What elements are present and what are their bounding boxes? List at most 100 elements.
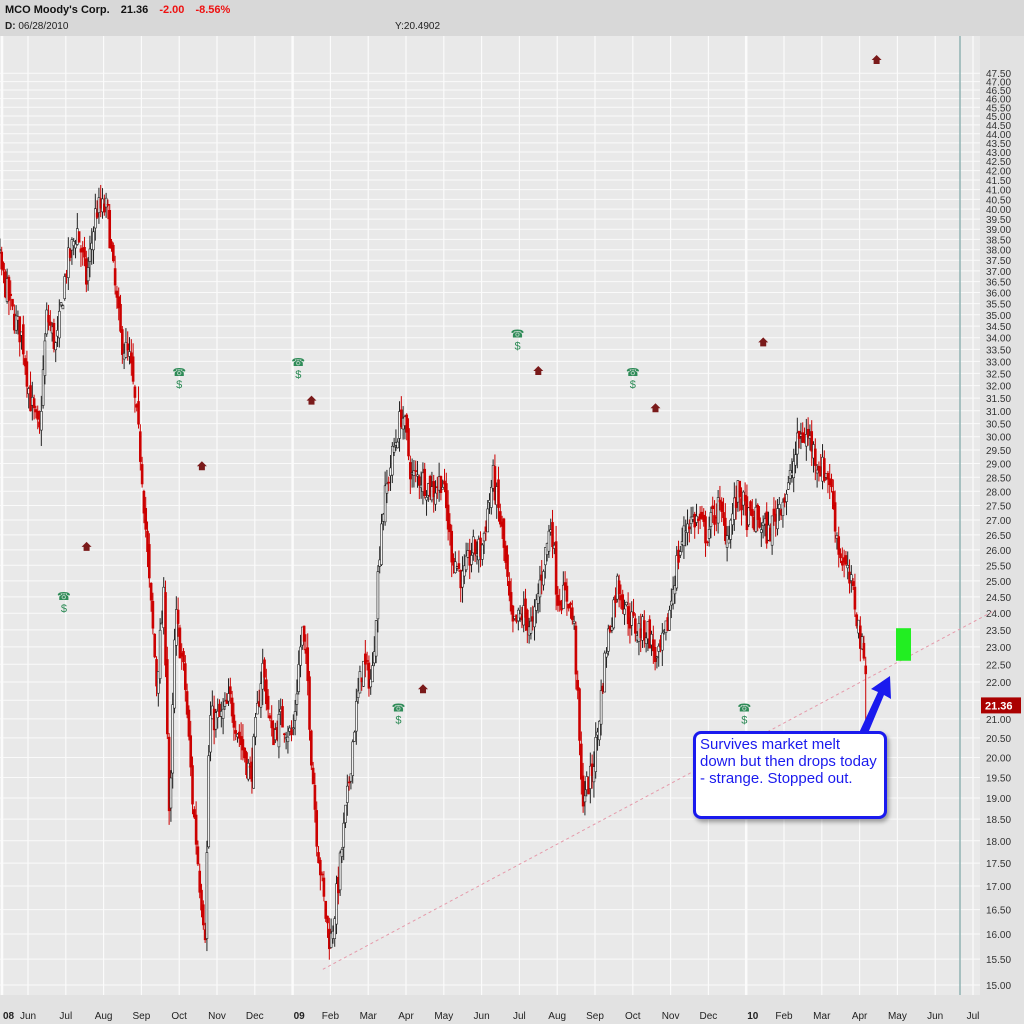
y-tick-label: 29.50 xyxy=(986,446,1011,457)
candle-body xyxy=(688,526,691,530)
candle-body xyxy=(77,231,81,243)
candle-body xyxy=(738,480,742,498)
candle-body xyxy=(196,846,200,865)
candle-body xyxy=(772,508,776,516)
candle-body xyxy=(396,441,400,449)
y-tick-label: 44.50 xyxy=(986,121,1011,132)
candle-body xyxy=(542,571,545,586)
candle-body xyxy=(673,585,677,595)
date-readout: D: 06/28/2010 xyxy=(5,21,68,32)
candle-body xyxy=(733,497,736,520)
candle-body xyxy=(112,244,115,262)
candle-body xyxy=(709,512,713,527)
candle-body xyxy=(776,508,779,530)
candle-body xyxy=(580,743,583,780)
candle-body xyxy=(148,544,151,579)
candle-body xyxy=(720,501,724,512)
candle-body xyxy=(409,462,412,480)
candle-body xyxy=(652,639,655,652)
candle-body xyxy=(428,476,432,497)
y-tick-label: 41.00 xyxy=(986,186,1011,197)
candle-body xyxy=(425,497,428,501)
candle-body xyxy=(349,773,353,782)
dividend-marker-icon xyxy=(533,365,544,375)
candle-body xyxy=(535,599,538,611)
candle-body xyxy=(241,739,245,751)
candle-body xyxy=(263,659,266,678)
y-tick-label: 45.50 xyxy=(986,103,1011,114)
candle-body xyxy=(173,639,176,709)
candle-body xyxy=(387,481,391,484)
candle-body xyxy=(9,293,13,296)
candle-body xyxy=(617,580,621,595)
candle-body xyxy=(369,678,373,688)
candle-body xyxy=(252,736,256,789)
annotation-callout: Survives market melt down but then drops… xyxy=(693,731,887,819)
candle-body xyxy=(380,523,383,565)
candle-body xyxy=(671,589,675,605)
y-tick-label: 28.00 xyxy=(986,487,1011,498)
y-tick-label: 37.00 xyxy=(986,267,1011,278)
candle-body xyxy=(347,781,351,784)
candle-body xyxy=(823,458,826,481)
candle-body xyxy=(801,432,805,443)
candle-body xyxy=(358,671,362,694)
candle-body xyxy=(439,475,443,494)
x-tick-label: Jul xyxy=(967,1011,980,1022)
candle-body xyxy=(589,765,592,789)
candle-body xyxy=(140,464,144,485)
dollar-icon: $ xyxy=(741,714,747,726)
candle-body xyxy=(625,601,628,606)
candle-body xyxy=(412,470,416,476)
candle-body xyxy=(83,247,86,258)
y-tick-label: 46.00 xyxy=(986,95,1011,106)
x-tick-label: Dec xyxy=(246,1011,264,1022)
candle-body xyxy=(626,606,630,625)
callout-arrow-icon xyxy=(858,676,891,738)
y-tick-label: 16.50 xyxy=(986,906,1011,917)
candle-body xyxy=(706,541,709,544)
phone-icon: ☎ xyxy=(392,702,406,714)
candle-body xyxy=(697,518,700,521)
candle-body xyxy=(538,579,542,598)
x-tick-label: Jul xyxy=(59,1011,72,1022)
candle-body xyxy=(391,445,394,476)
candle-body xyxy=(74,243,77,249)
candle-body xyxy=(247,762,250,780)
y-tick-label: 43.00 xyxy=(986,148,1011,159)
candle-body xyxy=(565,585,569,602)
candle-body xyxy=(504,545,508,563)
y-tick-label: 33.50 xyxy=(986,345,1011,356)
candle-body xyxy=(716,497,720,524)
y-tick-label: 31.00 xyxy=(986,407,1011,418)
x-tick-label: Aug xyxy=(95,1011,113,1022)
y-tick-label: 21.00 xyxy=(986,715,1011,726)
candle-body xyxy=(634,618,637,634)
candle-body xyxy=(441,487,445,490)
last-price: 21.36 xyxy=(120,4,149,16)
candle-body xyxy=(171,704,175,774)
last-price-badge xyxy=(981,697,1021,714)
candle-body xyxy=(221,708,225,719)
candle-body xyxy=(511,605,515,622)
candle-body xyxy=(356,690,360,698)
candle-body xyxy=(796,432,799,455)
candle-body xyxy=(806,428,810,438)
candle-body xyxy=(353,731,356,742)
candle-body xyxy=(576,679,580,691)
y-tick-label: 23.00 xyxy=(986,643,1011,654)
candle-body xyxy=(653,647,657,662)
y-tick-label: 42.50 xyxy=(986,157,1011,168)
dividend-marker-icon xyxy=(196,461,207,471)
dollar-icon: $ xyxy=(176,379,182,391)
candle-body xyxy=(853,586,857,610)
candle-body xyxy=(718,499,722,503)
y-tick-label: 17.00 xyxy=(986,882,1011,893)
candle-body xyxy=(254,717,257,738)
candle-body xyxy=(22,324,25,355)
x-tick-label: Oct xyxy=(625,1011,641,1022)
candle-body xyxy=(68,248,72,258)
candle-body xyxy=(14,315,18,331)
candle-body xyxy=(126,343,130,351)
